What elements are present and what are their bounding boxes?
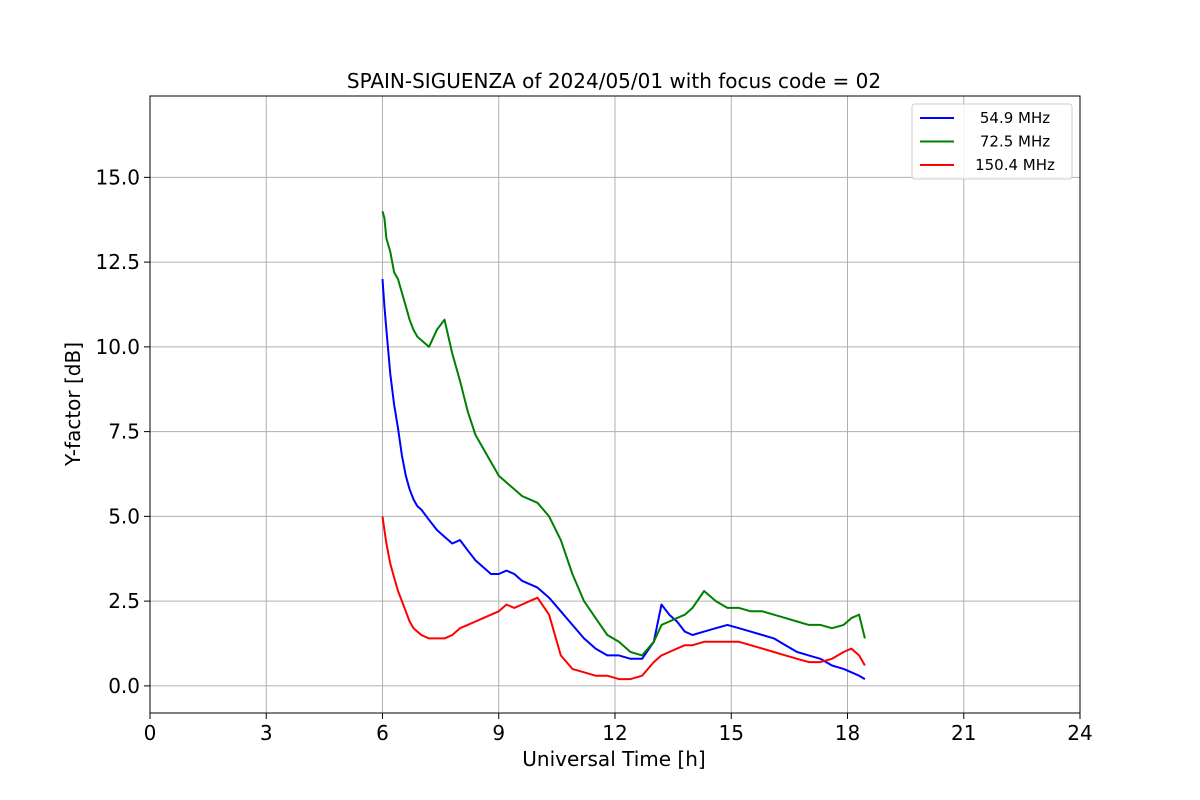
y-tick-label: 15.0 [95, 165, 140, 189]
x-tick-label: 0 [144, 721, 157, 745]
x-tick-label: 6 [376, 721, 389, 745]
tick-layer: 0 3 6 9 12 15 18 21 24 0.0 2.5 5.0 7.5 10.0 12.5 15.0 [95, 165, 1092, 745]
x-tick-label: 18 [835, 721, 860, 745]
chart-title: SPAIN-SIGUENZA of 2024/05/01 with focus … [347, 69, 881, 93]
series-layer [381, 211, 866, 681]
x-tick-label: 21 [951, 721, 976, 745]
legend: 54.9 MHz 72.5 MHz 150.4 MHz [911, 103, 1073, 180]
legend-entry-label: 72.5 MHz [980, 133, 1050, 151]
series-line-54-9-mhz [381, 279, 866, 680]
x-tick-label: 12 [602, 721, 627, 745]
legend-entry-label: 54.9 MHz [980, 109, 1050, 127]
x-tick-label: 15 [719, 721, 744, 745]
x-tick-label: 9 [492, 721, 505, 745]
y-tick-label: 2.5 [108, 589, 140, 613]
legend-entry-label: 150.4 MHz [975, 156, 1055, 174]
y-tick-label: 5.0 [108, 504, 140, 528]
x-tick-label: 3 [260, 721, 273, 745]
series-line-72-5-mhz [381, 211, 866, 657]
legend-box [911, 103, 1073, 180]
y-tick-label: 0.0 [108, 674, 140, 698]
series-line-150-4-mhz [381, 516, 866, 681]
y-tick-label: 10.0 [95, 335, 140, 359]
x-tick-label: 24 [1067, 721, 1092, 745]
y-axis-label: Y-factor [dB] [61, 342, 85, 467]
y-tick-label: 12.5 [95, 250, 140, 274]
y-tick-label: 7.5 [108, 420, 140, 444]
x-axis-label: Universal Time [h] [522, 747, 705, 771]
